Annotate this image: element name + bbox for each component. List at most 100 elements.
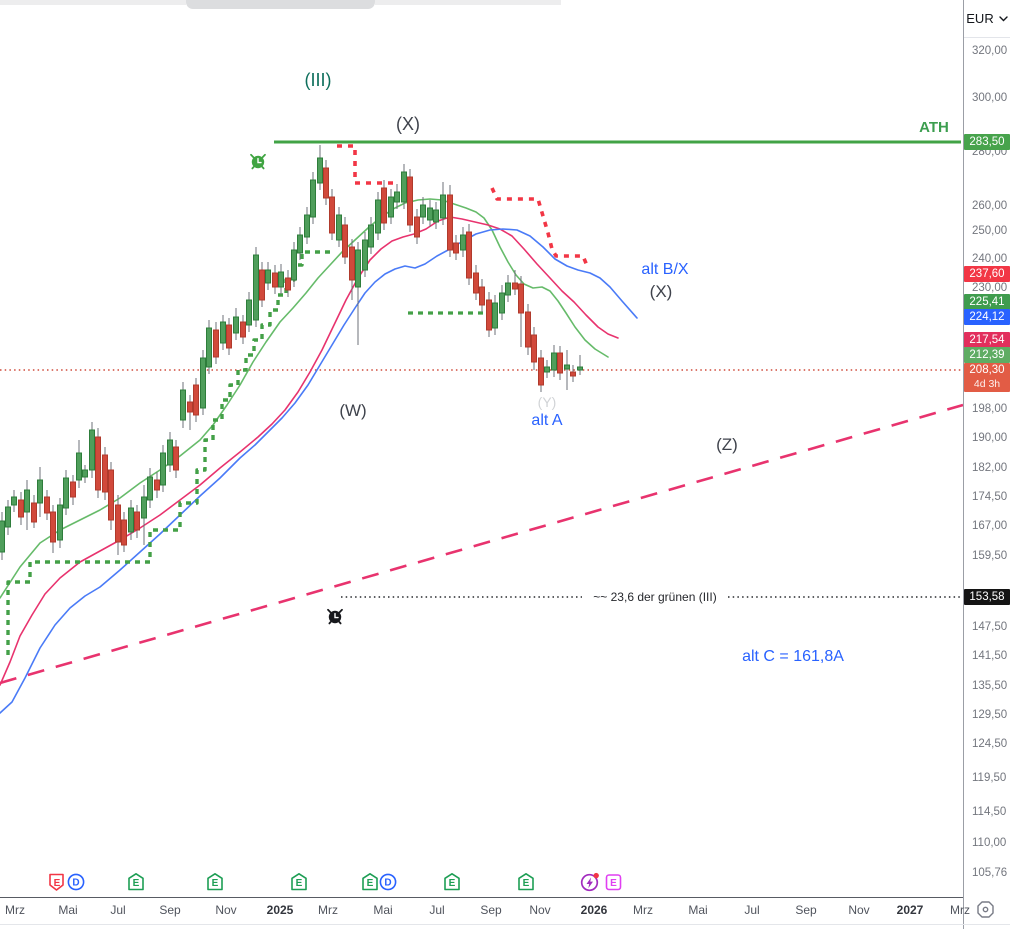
candle-body: [407, 176, 413, 226]
candle-body: [368, 224, 374, 248]
green-trailing-stop[interactable]: [6, 250, 330, 655]
event-letter: E: [610, 878, 617, 889]
price-tick: 240,00: [972, 253, 1008, 265]
candle-body: [265, 269, 271, 284]
candle-body: [259, 269, 265, 301]
earnings-icon[interactable]: E: [442, 872, 462, 892]
candle-body: [388, 196, 394, 218]
annotation-wave-iii[interactable]: (III): [305, 70, 332, 90]
candle-body: [551, 352, 557, 371]
candle-body: [414, 216, 420, 238]
candle-body: [134, 511, 140, 531]
price-tick: 129,50: [972, 709, 1008, 721]
time-tick: 2025: [266, 903, 294, 917]
candle-body: [512, 282, 518, 290]
earnings-icon[interactable]: E: [516, 872, 536, 892]
event-letter: E: [212, 878, 219, 889]
earnings-icon[interactable]: E: [289, 872, 309, 892]
candle-body: [128, 507, 134, 533]
time-tick: Mrz: [5, 903, 25, 917]
price-tick: 105,76: [972, 867, 1008, 879]
ma-blue: [0, 228, 638, 714]
red-stop-a[interactable]: [337, 144, 397, 185]
alarm-icon-green[interactable]: [250, 153, 266, 170]
time-tick: Nov: [529, 903, 551, 917]
candle-body: [141, 496, 147, 519]
candle-body: [95, 436, 101, 491]
currency-label: EUR: [966, 11, 994, 26]
annotation-alt-a[interactable]: alt A: [531, 412, 562, 429]
time-tick: Mai: [58, 903, 78, 917]
candle-body: [121, 519, 127, 546]
candle-body: [89, 429, 95, 471]
earnings-icon-missed[interactable]: E: [47, 872, 67, 892]
candle-body: [310, 179, 316, 218]
candles-group: [0, 145, 583, 560]
annotation-wave-w[interactable]: (W): [339, 401, 366, 420]
price-tick: 182,00: [972, 462, 1008, 474]
candle-body: [323, 167, 329, 199]
annotation-wave-y-faded[interactable]: (Y): [538, 394, 557, 410]
dividend-icon[interactable]: D: [66, 872, 86, 892]
chevron-down-icon: [999, 15, 1008, 21]
time-tick: Mai: [373, 903, 393, 917]
candle-body: [505, 282, 511, 296]
candle-body: [154, 479, 160, 491]
dividend-icon[interactable]: D: [378, 872, 398, 892]
price-tick: 300,00: [972, 92, 1008, 104]
annotation-alt-b-x[interactable]: alt B/X: [641, 261, 688, 278]
price-scale-settings-icon[interactable]: [976, 900, 995, 919]
currency-selector[interactable]: EUR: [964, 0, 1010, 38]
earnings-icon[interactable]: E: [205, 872, 225, 892]
earnings-icon[interactable]: E: [126, 872, 146, 892]
candle-body: [362, 239, 368, 271]
candle-body: [240, 321, 246, 338]
event-letter: E: [296, 878, 303, 889]
candle-body: [233, 316, 239, 334]
price-tick: 190,00: [972, 432, 1008, 444]
price-tick: 119,50: [972, 772, 1007, 784]
annotation-wave-x-top[interactable]: (X): [396, 114, 420, 134]
candle-body: [246, 299, 252, 326]
candle-body: [342, 224, 348, 258]
candle-body: [499, 292, 505, 314]
candle-body: [564, 364, 570, 370]
upcoming-earnings-icon[interactable]: [580, 872, 600, 892]
price-axis[interactable]: EUR 320,00 300,00 280,00 260,00 250,00 240,00…: [963, 0, 1010, 929]
estimated-earnings-icon[interactable]: E: [604, 872, 624, 892]
annotation-retracement-note[interactable]: ~~ 23,6 der grünen (III): [593, 590, 716, 604]
annotation-wave-x-right[interactable]: (X): [650, 282, 673, 301]
candle-body: [381, 187, 387, 224]
price-level-badge: 212,39: [964, 347, 1010, 363]
pink-dashed-trendline[interactable]: [0, 403, 963, 685]
time-tick: 2027: [896, 903, 924, 917]
annotation-ath-label[interactable]: ATH: [919, 119, 949, 136]
candle-body: [577, 366, 583, 371]
window-top-edge: [0, 0, 186, 5]
red-stop-b[interactable]: [490, 187, 590, 269]
price-tick: 141,50: [972, 650, 1008, 662]
candle-body: [31, 502, 37, 523]
time-tick: Mrz: [318, 903, 338, 917]
price-level-badge: 153,58: [964, 589, 1010, 605]
candle-body: [336, 214, 342, 241]
candle-body: [5, 506, 11, 528]
candle-body: [220, 321, 226, 344]
annotation-wave-z[interactable]: (Z): [716, 435, 738, 454]
earnings-icon[interactable]: E: [360, 872, 380, 892]
candle-body: [355, 249, 361, 288]
annotation-alt-c[interactable]: alt C = 161,8A: [742, 648, 844, 665]
price-chart-canvas[interactable]: (III) (X) ATH alt B/X (X) (W) (Y) alt A (Z) ~~ 23…: [0, 0, 963, 897]
candle-body: [570, 371, 576, 377]
time-tick: Mai: [688, 903, 708, 917]
time-tick: Sep: [159, 903, 181, 917]
ma-green: [0, 198, 609, 599]
candle-body: [187, 401, 193, 413]
time-tick: Jul: [744, 903, 760, 917]
alarm-icon-black[interactable]: [327, 608, 343, 625]
candle-body: [394, 191, 400, 203]
price-level-badge: 283,50: [964, 134, 1010, 150]
candle-body: [0, 520, 5, 553]
candle-body: [285, 277, 291, 291]
event-letter: D: [384, 878, 391, 889]
